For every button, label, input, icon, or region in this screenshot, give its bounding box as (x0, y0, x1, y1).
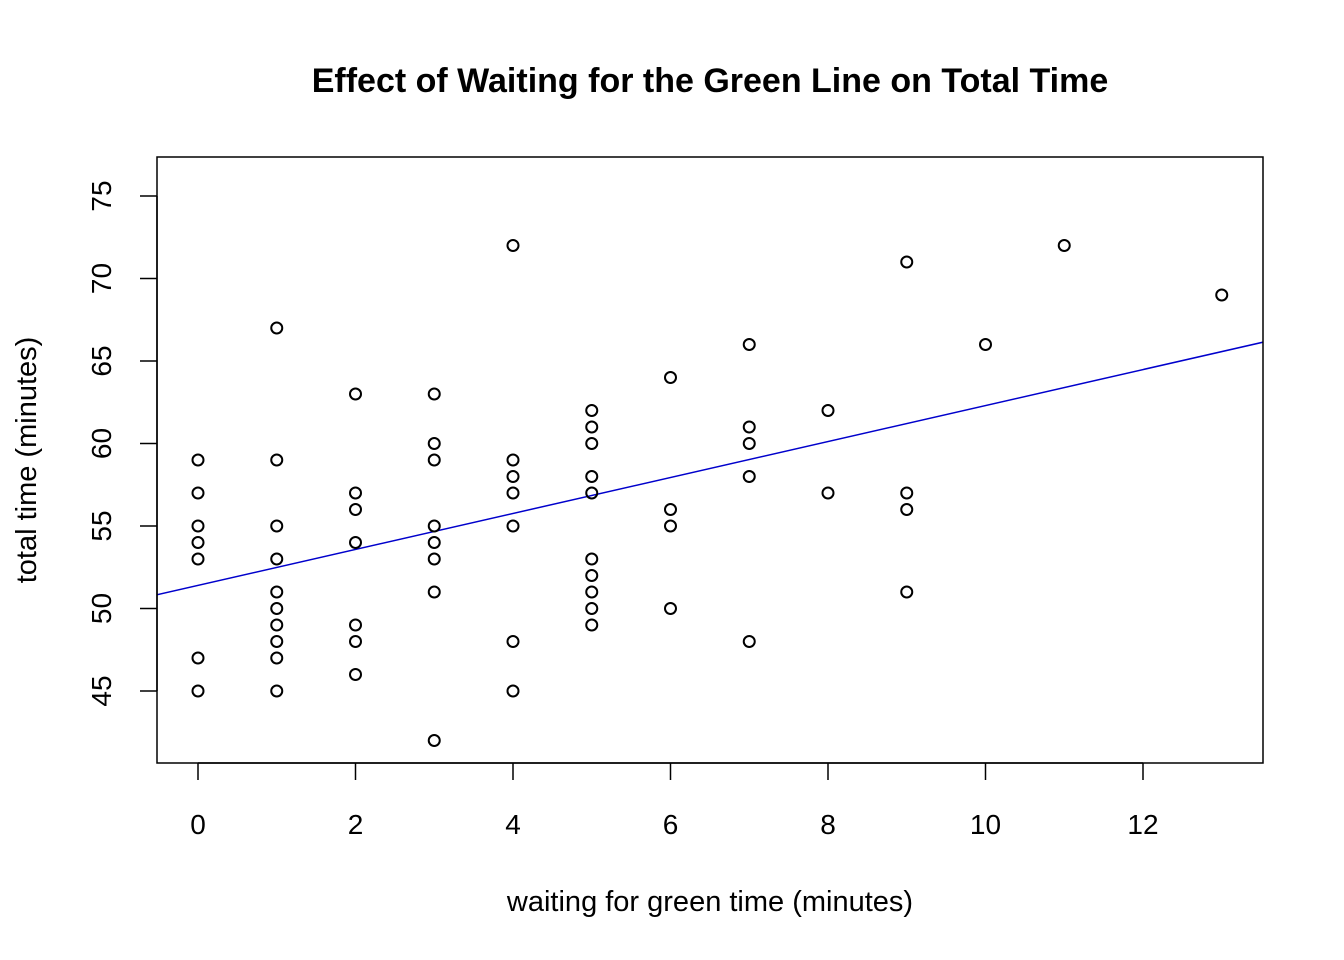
chart-title: Effect of Waiting for the Green Line on … (312, 62, 1109, 100)
data-point (427, 552, 441, 566)
data-point (585, 486, 599, 500)
data-point (191, 552, 205, 566)
data-point (349, 536, 362, 549)
data-point (191, 536, 205, 549)
data-point (585, 404, 599, 417)
regression-line-layer (157, 341, 1263, 596)
data-point (270, 453, 284, 467)
data-point (664, 503, 677, 516)
data-point (506, 635, 520, 648)
data-point (664, 602, 677, 615)
y-tick-label: 70 (86, 263, 117, 294)
data-point (427, 585, 441, 599)
data-point (742, 635, 756, 648)
data-point (427, 519, 441, 533)
y-tick-label: 50 (86, 593, 117, 624)
data-points-layer (191, 239, 1229, 747)
data-point (1057, 239, 1071, 252)
data-point (585, 437, 599, 450)
data-point (349, 635, 362, 648)
data-point (427, 453, 441, 467)
data-point (270, 684, 284, 698)
data-point (506, 470, 520, 483)
data-point (742, 420, 756, 434)
x-tick-label: 12 (1127, 809, 1158, 840)
data-point (742, 437, 756, 450)
data-point (349, 668, 362, 681)
data-point (742, 338, 756, 351)
x-tick-label: 2 (348, 809, 364, 840)
data-point (427, 536, 441, 549)
data-point (270, 321, 284, 335)
data-point (585, 569, 599, 582)
data-point (349, 503, 362, 516)
data-point (585, 585, 599, 599)
data-point (427, 437, 441, 450)
data-point (506, 519, 520, 533)
data-point (427, 734, 441, 747)
data-point (270, 651, 284, 665)
data-point (900, 486, 914, 500)
data-point (270, 618, 284, 632)
data-point (664, 519, 677, 533)
data-point (742, 470, 756, 483)
data-point (191, 519, 205, 533)
data-point (664, 371, 677, 384)
data-point (585, 470, 599, 483)
data-point (191, 684, 205, 698)
data-point (270, 602, 284, 615)
y-tick-label: 65 (86, 345, 117, 376)
x-axis: 0 2 4 6 8 10 12 (190, 762, 1159, 840)
data-point (191, 651, 205, 665)
data-point (585, 420, 599, 434)
data-point (270, 635, 284, 648)
data-point (979, 338, 992, 351)
y-tick-label: 60 (86, 428, 117, 459)
data-point (349, 486, 362, 500)
data-point (900, 255, 914, 269)
data-point (270, 552, 284, 566)
x-tick-label: 0 (190, 809, 206, 840)
x-tick-label: 10 (970, 809, 1001, 840)
data-point (270, 519, 284, 533)
x-axis-label: waiting for green time (minutes) (506, 886, 913, 918)
y-tick-label: 75 (86, 180, 117, 211)
data-point (900, 503, 914, 516)
data-point (506, 453, 520, 467)
y-axis-label: total time (minutes) (11, 337, 43, 584)
plot-frame (156, 156, 1264, 764)
data-point (191, 453, 205, 467)
y-axis: 45 50 55 60 65 70 75 (86, 180, 158, 707)
data-point (585, 552, 599, 566)
data-point (506, 684, 520, 698)
data-point (821, 404, 835, 417)
y-tick-label: 45 (86, 675, 117, 706)
data-point (506, 486, 520, 500)
x-tick-label: 6 (663, 809, 679, 840)
data-point (585, 602, 599, 615)
regression-line (157, 341, 1263, 596)
data-point (191, 486, 205, 500)
x-tick-label: 8 (820, 809, 836, 840)
data-point (1215, 288, 1229, 302)
data-point (427, 387, 441, 401)
data-point (585, 618, 599, 632)
x-tick-label: 4 (505, 809, 521, 840)
data-point (900, 585, 914, 599)
data-point (821, 486, 835, 500)
y-tick-label: 55 (86, 510, 117, 541)
data-point (270, 585, 284, 599)
data-point (506, 239, 520, 252)
data-point (349, 387, 362, 401)
data-point (349, 618, 362, 632)
